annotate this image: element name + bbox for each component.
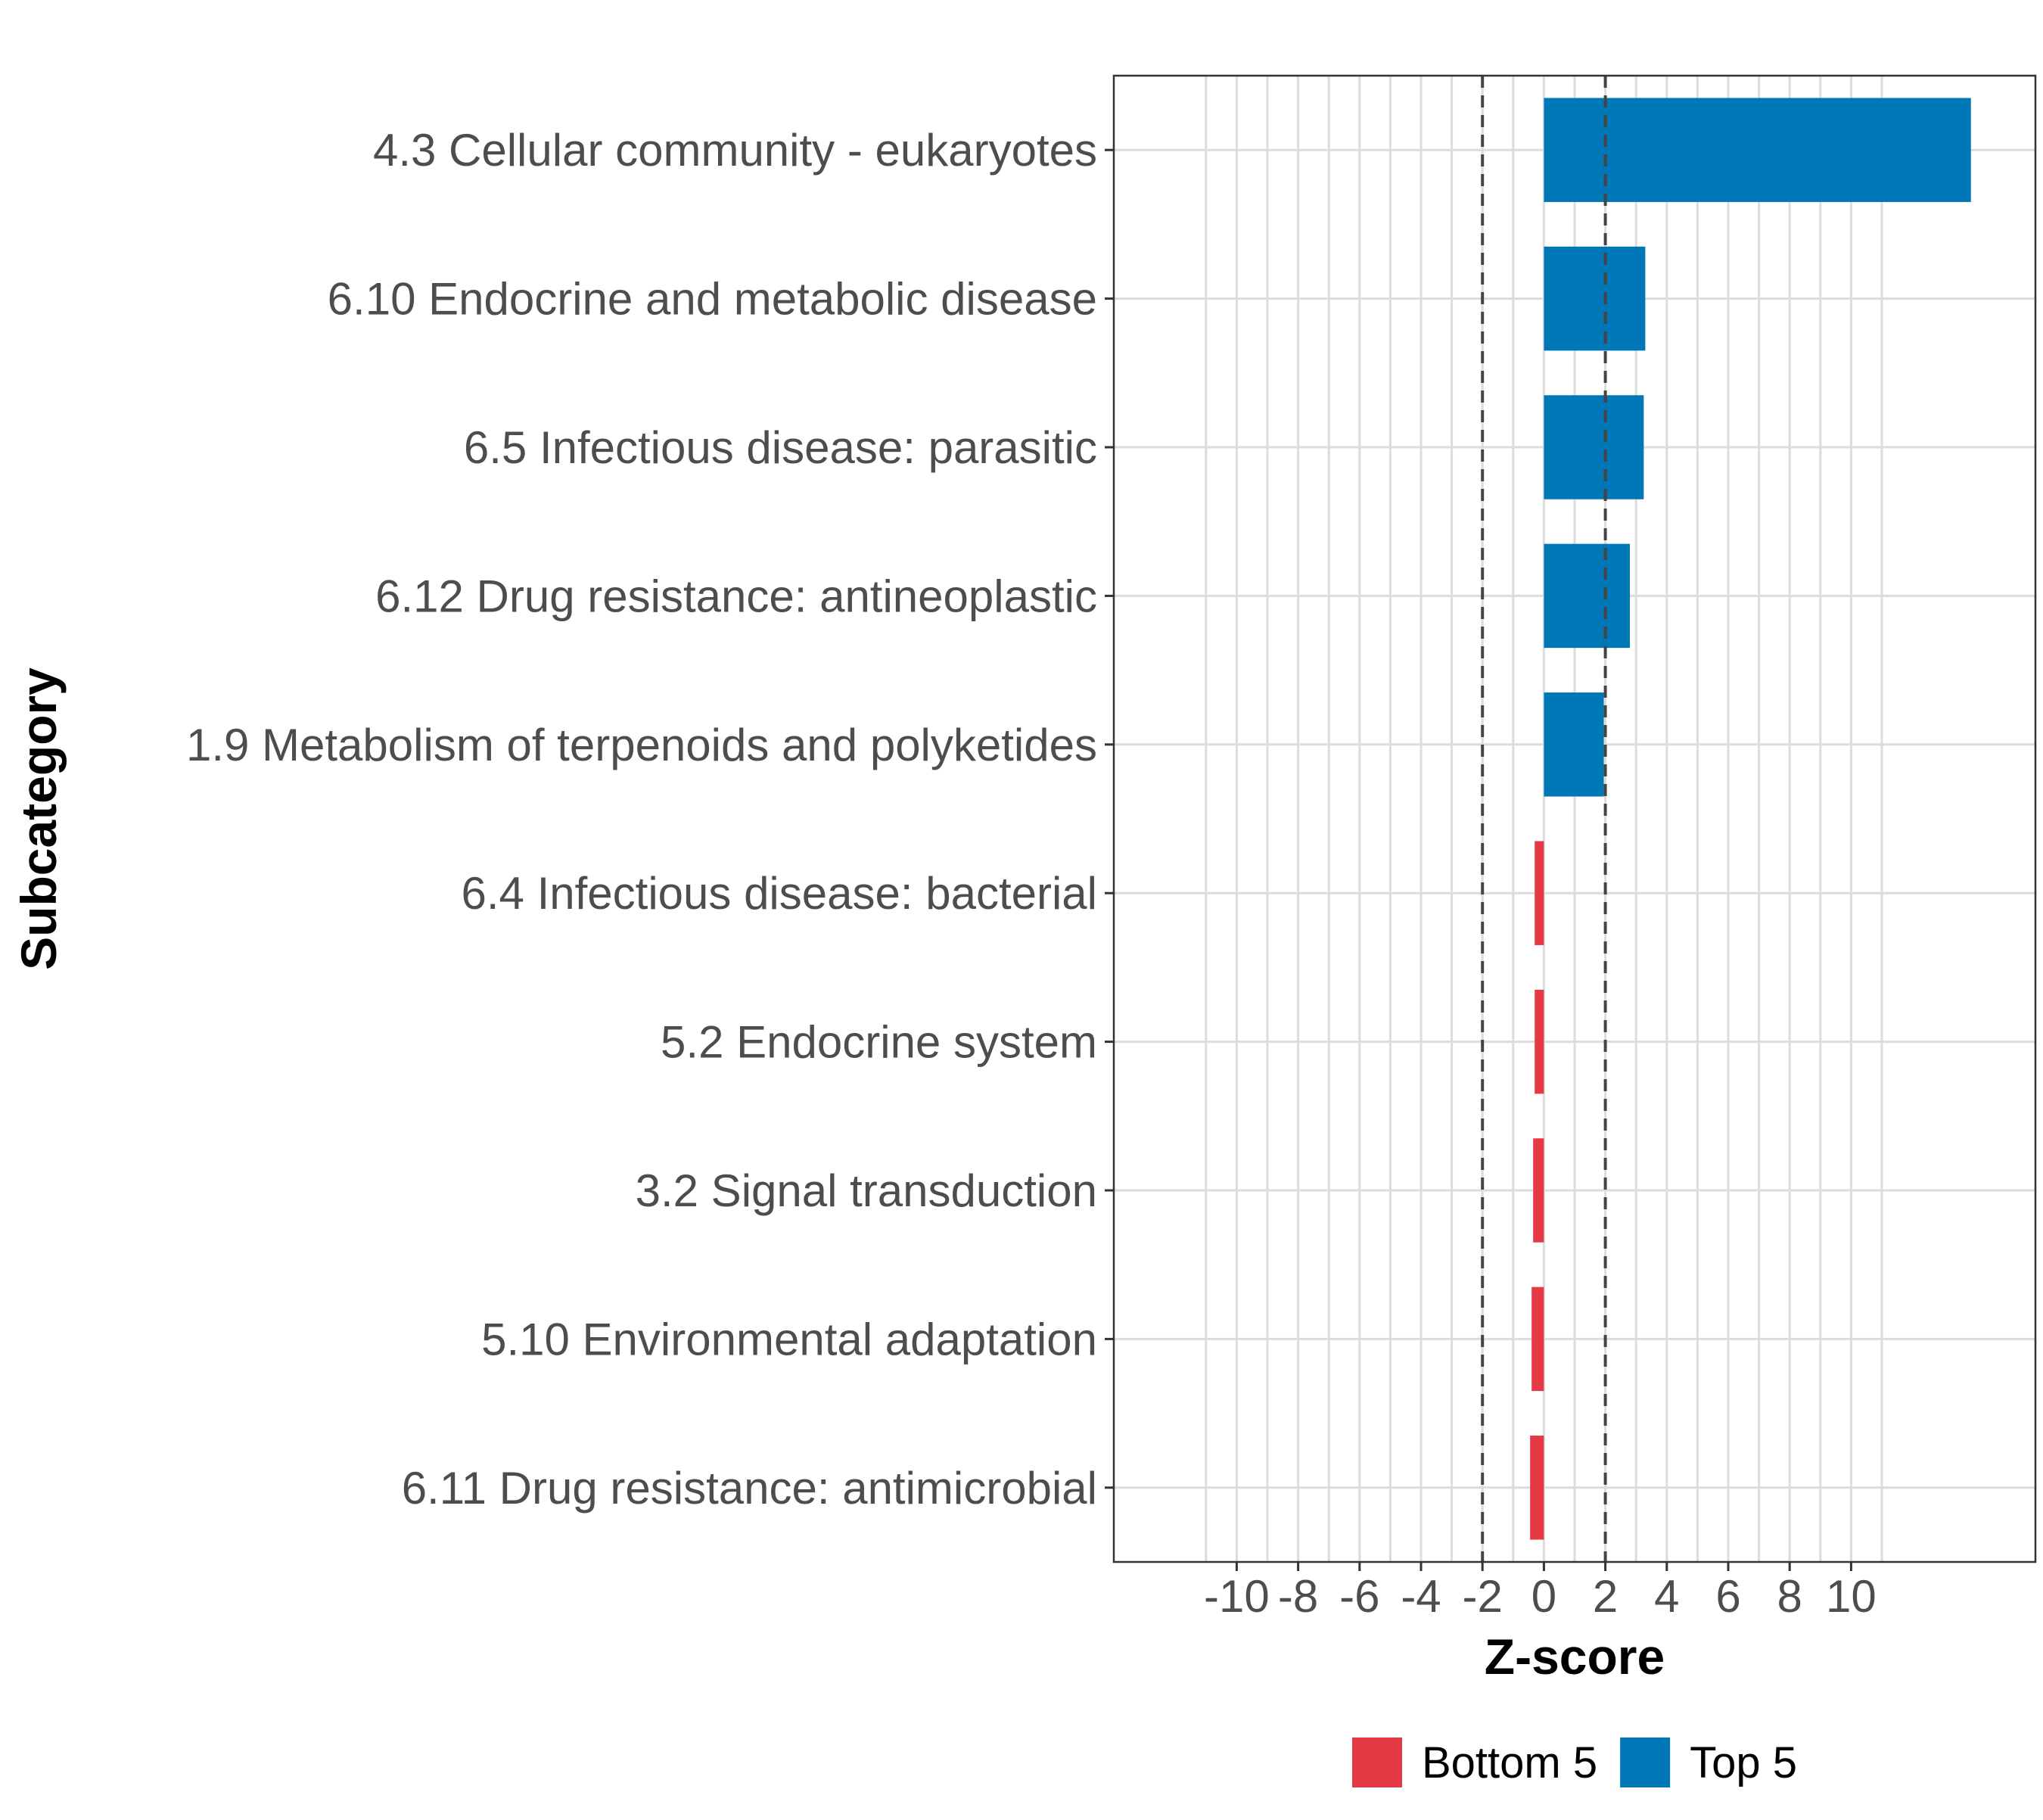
category-label: 4.3 Cellular community - eukaryotes (373, 125, 1097, 176)
legend-key (1351, 1738, 1402, 1787)
category-label: 6.11 Drug resistance: antimicrobial (402, 1463, 1097, 1514)
x-tick-label: -4 (1401, 1571, 1441, 1622)
bar (1544, 246, 1646, 351)
legend-key (1620, 1738, 1671, 1787)
x-tick-label: -10 (1204, 1571, 1270, 1622)
legend: Bottom 5 Top 5 (1351, 1738, 1797, 1787)
y-axis-title: Subcategory (11, 667, 67, 970)
x-tick-label: 10 (1826, 1571, 1877, 1622)
x-tick-label: 8 (1777, 1571, 1802, 1622)
bar (1535, 989, 1544, 1094)
legend-label: Top 5 (1690, 1738, 1797, 1787)
grid-lines (1114, 76, 2035, 1562)
bar (1533, 1138, 1544, 1243)
bar (1530, 1436, 1544, 1540)
reference-lines (1481, 76, 1607, 1562)
category-label: 6.12 Drug resistance: antineoplastic (375, 571, 1097, 621)
category-label: 6.10 Endocrine and metabolic disease (328, 274, 1097, 325)
x-axis-title: Z-score (1485, 1629, 1665, 1685)
category-label: 1.9 Metabolism of terpenoids and polyket… (186, 720, 1097, 770)
x-tick-label: 6 (1715, 1571, 1740, 1622)
bar (1544, 543, 1631, 649)
bar (1544, 692, 1604, 797)
x-axis: -10 -8 -6 -4 -2 0 2 4 6 8 10 (1204, 1562, 1877, 1622)
category-label: 3.2 Signal transduction (636, 1165, 1097, 1216)
bar (1535, 841, 1544, 945)
x-tick-label: 4 (1654, 1571, 1679, 1622)
x-tick-label: -2 (1463, 1571, 1503, 1622)
x-tick-label: -6 (1339, 1571, 1379, 1622)
bar (1544, 395, 1644, 499)
category-label: 5.10 Environmental adaptation (481, 1314, 1097, 1364)
x-tick-label: 2 (1593, 1571, 1618, 1622)
x-tick-label: 0 (1531, 1571, 1556, 1622)
bar (1531, 1286, 1544, 1392)
category-label: 5.2 Endocrine system (661, 1017, 1097, 1068)
y-axis: 4.3 Cellular community - eukaryotes 6.10 … (186, 125, 1114, 1514)
legend-label: Bottom 5 (1422, 1738, 1597, 1787)
bars (1530, 98, 1971, 1540)
bar (1544, 98, 1971, 202)
plot-panel-border (1112, 74, 2037, 1563)
x-tick-label: -8 (1278, 1571, 1318, 1622)
category-label: 6.5 Infectious disease: parasitic (464, 422, 1097, 473)
category-label: 6.4 Infectious disease: bacterial (462, 868, 1098, 919)
